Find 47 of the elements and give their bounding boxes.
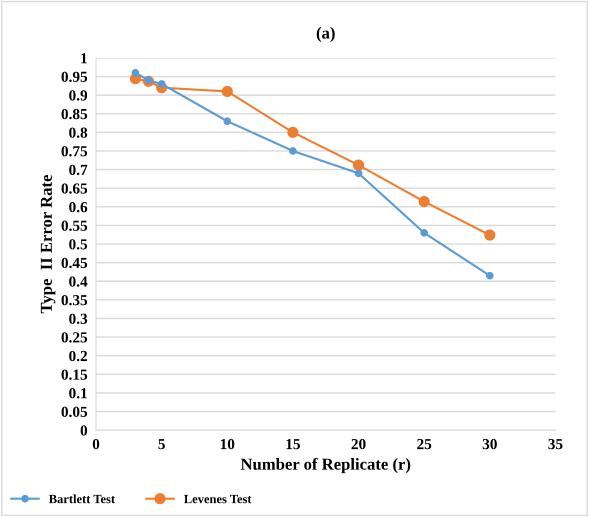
point <box>486 272 494 280</box>
y-tick-label: 0.9 <box>69 90 88 101</box>
x-tick-label: 10 <box>220 438 234 450</box>
y-tick-label: 0.95 <box>62 72 88 82</box>
y-tick-label: 0.4 <box>69 276 88 287</box>
y-tick-label: 0.2 <box>69 350 88 362</box>
chart-title: (a) <box>316 26 335 42</box>
x-tick-label: 35 <box>548 438 563 450</box>
legend-label: Bartlett Test <box>48 494 116 504</box>
point <box>418 196 430 208</box>
point <box>132 68 140 77</box>
point <box>158 80 166 88</box>
y-tick-label: 0.1 <box>69 388 87 398</box>
y-tick-label: 0.55 <box>62 220 88 231</box>
y-tick-label: 0.45 <box>62 258 88 268</box>
point <box>420 229 428 237</box>
point <box>287 126 298 138</box>
x-tick-label: 30 <box>482 438 497 450</box>
y-tick-label: 0.25 <box>62 332 88 343</box>
y-tick-label: 0.6 <box>69 202 88 212</box>
y-tick-label: 0.35 <box>62 295 88 306</box>
y-tick-label: 1 <box>81 53 87 64</box>
x-tick-label: 15 <box>286 438 300 450</box>
point <box>144 76 152 84</box>
y-tick-label: 0.85 <box>62 108 88 120</box>
y-tick-label: 0 <box>80 425 88 436</box>
point <box>484 230 496 241</box>
y-tick-label: 0.65 <box>62 183 88 194</box>
y-tick-label: 0.8 <box>69 127 88 138</box>
legend-label: Levenes Test <box>184 494 252 504</box>
y-tick-label: 0.05 <box>62 406 88 418</box>
x-axis-title: Number of Replicate (r) <box>240 458 410 474</box>
point <box>352 160 364 171</box>
y-tick-label: 0.7 <box>69 164 88 176</box>
x-tick-label: 25 <box>417 438 432 450</box>
point <box>222 86 233 97</box>
point <box>354 169 362 178</box>
y-tick-label: 0.15 <box>62 369 88 380</box>
x-tick-label: 20 <box>352 438 366 450</box>
x-tick-label: 5 <box>158 439 165 450</box>
y-tick-label: 0.75 <box>62 146 88 156</box>
y-tick-label: 0.3 <box>69 314 88 324</box>
point <box>289 147 297 155</box>
point <box>223 117 232 126</box>
x-tick-label: 0 <box>92 438 100 450</box>
y-axis-title: Type II Error Rate <box>40 175 56 314</box>
y-tick-label: 0.5 <box>69 239 88 250</box>
